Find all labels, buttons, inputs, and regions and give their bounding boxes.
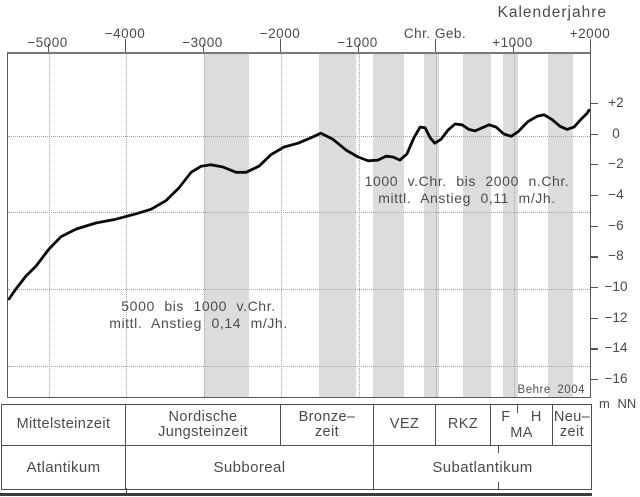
top-axis-tick [590, 39, 592, 52]
shaded-band [547, 54, 574, 397]
right-axis-tick [590, 287, 598, 289]
period-f-label: F [501, 409, 511, 425]
right-axis-tick [590, 102, 598, 105]
top-tick-label: Chr. Geb. [403, 26, 467, 41]
right-axis-tick [590, 194, 598, 197]
vertical-gridline [436, 54, 437, 397]
period-fhma: F H MA [491, 405, 553, 446]
right-axis-tick [590, 348, 598, 350]
shaded-band [318, 54, 357, 397]
top-tick-label: −2000 [259, 26, 301, 41]
y-axis-label: −8 [608, 248, 624, 264]
zone-atlantikum: Atlantikum [2, 446, 126, 489]
bottom-border-line [0, 493, 592, 496]
top-axis-tick [47, 44, 49, 52]
attribution-label: Behre 2004 [517, 384, 585, 396]
y-axis-label: +2 [608, 94, 624, 110]
period-neuzeit: Neu– zeit [553, 405, 591, 446]
y-axis-label: −4 [608, 186, 624, 202]
subatlantikum-upper-divider-tick [498, 446, 500, 453]
shaded-band [463, 54, 492, 397]
y-axis-unit: m NN [599, 396, 637, 411]
period-h-label: H [530, 409, 542, 425]
bottom-stub-divider [126, 488, 128, 494]
sea-level-curve [7, 108, 591, 301]
right-axis-tick [590, 133, 598, 135]
period-rkz: RKZ [436, 405, 491, 446]
subatlantikum-lower-divider-tick [498, 482, 500, 489]
y-axis-label: 0 [612, 125, 620, 141]
plot-area: 1000 v.Chr. bis 2000 n.Chr. mittl. Ansti… [7, 52, 591, 398]
right-axis-tick [590, 379, 598, 381]
zone-subatlantikum: Subatlantikum [432, 458, 533, 476]
horizontal-gridline [8, 365, 590, 367]
y-axis-label: −2 [608, 156, 624, 172]
vertical-gridline [281, 54, 282, 397]
horizontal-gridline [8, 135, 590, 137]
f-h-divider-tick [516, 405, 518, 413]
period-mittelsteinzeit: Mittelsteinzeit [2, 405, 126, 446]
period-bronzezeit: Bronze– zeit [281, 405, 374, 446]
y-axis-label: −12 [604, 309, 628, 325]
top-tick-label: −5000 [27, 35, 68, 50]
right-axis-tick [590, 317, 598, 319]
period-jungsteinzeit: Nordische Jungsteinzeit [126, 405, 281, 446]
zone-subboreal: Subboreal [126, 446, 374, 489]
top-tick-label: −1000 [337, 35, 378, 50]
vertical-gridline [513, 54, 515, 397]
right-axis-tick [590, 256, 598, 258]
y-axis-label: −6 [608, 217, 624, 233]
sea-level-curve-svg [7, 108, 591, 301]
y-axis-label: −10 [604, 279, 628, 294]
shaded-band [203, 54, 249, 397]
top-axis-tick [435, 39, 437, 52]
y-axis-label: −14 [604, 340, 628, 356]
periods-table: Mittelsteinzeit Nordische Jungsteinzeit … [1, 404, 592, 490]
vertical-gridline [48, 54, 50, 397]
top-axis-tick [357, 44, 359, 52]
annotation-early-rise: 5000 bis 1000 v.Chr. mittl. Anstieg 0,14… [109, 298, 288, 331]
top-tick-label: +2000 [569, 26, 611, 41]
top-tick-label: +1000 [492, 35, 533, 50]
period-ma-label: MA [510, 425, 533, 441]
vertical-gridline [126, 54, 127, 397]
right-axis-tick [590, 164, 598, 166]
shaded-band [372, 54, 404, 397]
vertical-gridline [203, 54, 205, 397]
right-axis-tick [590, 225, 598, 227]
axis-title-kalenderjahre: Kalenderjahre [497, 4, 607, 21]
vertical-gridline [358, 54, 360, 397]
top-axis-tick [280, 39, 282, 52]
top-tick-label: −3000 [182, 35, 223, 50]
horizontal-gridline [8, 289, 590, 290]
top-axis-tick [125, 39, 127, 52]
top-tick-label: −4000 [104, 26, 146, 41]
horizontal-gridline [8, 212, 590, 214]
y-axis-label: −16 [604, 371, 628, 387]
annotation-late-rise: 1000 v.Chr. bis 2000 n.Chr. mittl. Ansti… [364, 173, 570, 206]
shaded-band [423, 54, 440, 397]
period-vez: VEZ [374, 405, 436, 446]
top-axis-tick [202, 44, 204, 52]
top-axis-tick [512, 44, 514, 52]
